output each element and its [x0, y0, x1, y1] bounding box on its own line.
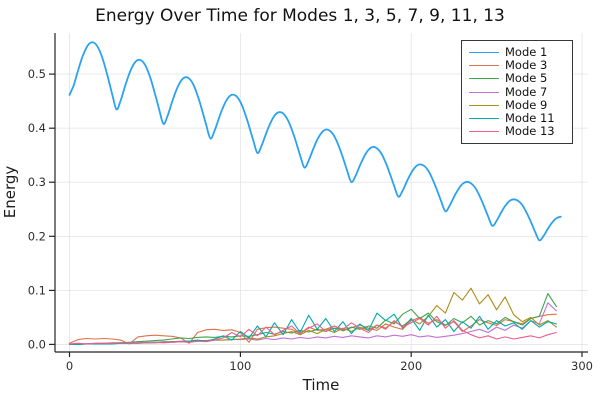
legend-swatch-mode-13	[469, 131, 499, 133]
y-tick-label: 0.4	[28, 121, 46, 135]
legend-swatch-mode-5	[469, 78, 499, 80]
legend-label-mode-5: Mode 5	[505, 71, 548, 86]
x-tick-label: 300	[571, 359, 593, 373]
y-tick-label: 0.1	[28, 283, 46, 297]
x-axis-label: Time	[302, 376, 340, 394]
y-tick-label: 0.3	[28, 175, 46, 189]
legend-swatch-mode-11	[469, 118, 499, 120]
legend-item-mode-1: Mode 1	[469, 45, 568, 59]
legend-swatch-mode-9	[469, 104, 499, 106]
legend-label-mode-7: Mode 7	[505, 84, 548, 99]
legend-item-mode-9: Mode 9	[469, 97, 568, 112]
x-tick-label: 100	[229, 359, 251, 373]
legend-item-mode-13: Mode 13	[469, 124, 568, 139]
series-line-mode-5	[68, 293, 557, 345]
legend-swatch-mode-7	[469, 91, 499, 93]
y-tick-label: 0.5	[28, 67, 46, 81]
legend-swatch-mode-1	[469, 52, 499, 54]
legend-swatch-mode-3	[469, 65, 499, 67]
series-line-mode-13	[68, 315, 557, 345]
y-tick-label: 0.2	[28, 229, 46, 243]
x-tick-label: 0	[66, 359, 73, 373]
legend-item-mode-7: Mode 7	[469, 84, 568, 99]
legend-item-mode-5: Mode 5	[469, 72, 568, 85]
chart-layers: 0 100 200 300 0.0 0.1 0.2 0.3 0.4 0.5	[28, 33, 593, 373]
x-tick-label: 200	[400, 359, 422, 373]
series-line-mode-1	[68, 41, 562, 242]
legend-label-mode-3: Mode 3	[505, 58, 548, 73]
legend: Mode 1 Mode 3 Mode 5 Mode 7 Mode 9 Mode 11 Mod…	[461, 40, 573, 145]
legend-item-mode-3: Mode 3	[469, 58, 568, 73]
chart-title: Energy Over Time for Modes 1, 3, 5, 7, 9…	[95, 6, 505, 26]
legend-label-mode-13: Mode 13	[505, 124, 555, 139]
y-axis-label: Energy	[1, 166, 19, 219]
legend-item-mode-11: Mode 11	[469, 110, 568, 125]
legend-label-mode-1: Mode 1	[505, 45, 548, 59]
legend-label-mode-11: Mode 11	[505, 110, 555, 125]
legend-label-mode-9: Mode 9	[505, 97, 548, 112]
y-tick-label: 0.0	[28, 337, 46, 351]
